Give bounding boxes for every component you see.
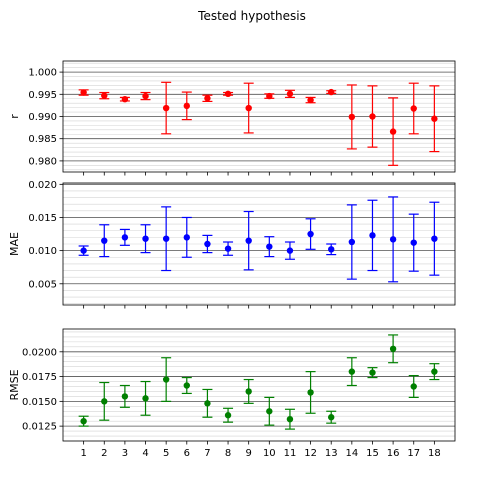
- marker: [184, 103, 190, 109]
- marker: [349, 239, 355, 245]
- marker: [390, 346, 396, 352]
- x-tick-label: 8: [225, 448, 231, 459]
- marker: [369, 232, 375, 238]
- marker: [266, 408, 272, 414]
- marker: [163, 235, 169, 241]
- marker: [101, 92, 107, 98]
- x-tick-label: 16: [387, 448, 400, 459]
- marker: [204, 241, 210, 247]
- y-tick-label: 0.0200: [22, 347, 57, 358]
- marker: [307, 389, 313, 395]
- marker: [328, 89, 334, 95]
- marker: [142, 395, 148, 401]
- marker: [390, 236, 396, 242]
- marker: [122, 96, 128, 102]
- y-tick-label: 0.015: [28, 213, 57, 224]
- marker: [349, 114, 355, 120]
- y-tick-label: 0.995: [28, 90, 57, 101]
- y-tick-label: 0.0175: [22, 372, 57, 383]
- marker: [349, 368, 355, 374]
- marker: [307, 97, 313, 103]
- marker: [142, 93, 148, 99]
- x-tick-label: 2: [101, 448, 107, 459]
- figure-title: Tested hypothesis: [197, 9, 306, 23]
- x-tick-label: 3: [122, 448, 128, 459]
- marker: [245, 105, 251, 111]
- marker: [431, 235, 437, 241]
- marker: [369, 369, 375, 375]
- y-tick-label: 0.990: [28, 112, 57, 123]
- marker: [431, 368, 437, 374]
- marker: [142, 235, 148, 241]
- x-tick-label: 1: [80, 448, 86, 459]
- y-tick-label: 0.005: [28, 279, 57, 290]
- marker: [328, 414, 334, 420]
- marker: [266, 243, 272, 249]
- marker: [328, 246, 334, 252]
- marker: [184, 234, 190, 240]
- marker: [80, 418, 86, 424]
- y-axis-label: r: [8, 114, 21, 119]
- marker: [204, 95, 210, 101]
- marker: [411, 239, 417, 245]
- marker: [411, 383, 417, 389]
- x-tick-label: 10: [263, 448, 276, 459]
- y-tick-label: 1.000: [28, 68, 57, 79]
- marker: [80, 89, 86, 95]
- x-tick-label: 6: [184, 448, 190, 459]
- marker: [287, 416, 293, 422]
- marker: [390, 128, 396, 134]
- marker: [163, 105, 169, 111]
- y-axis-label: RMSE: [8, 369, 21, 400]
- x-tick-label: 15: [366, 448, 379, 459]
- y-tick-label: 0.020: [28, 180, 57, 191]
- x-tick-label: 17: [407, 448, 420, 459]
- marker: [225, 412, 231, 418]
- marker: [122, 393, 128, 399]
- y-tick-label: 0.980: [28, 156, 57, 167]
- marker: [225, 91, 231, 97]
- marker: [431, 116, 437, 122]
- x-tick-label: 12: [304, 448, 317, 459]
- x-tick-label: 4: [142, 448, 148, 459]
- marker: [101, 237, 107, 243]
- y-tick-label: 0.985: [28, 134, 57, 145]
- marker: [245, 388, 251, 394]
- x-tick-label: 18: [428, 448, 441, 459]
- x-tick-label: 7: [204, 448, 210, 459]
- y-axis-label: MAE: [8, 232, 21, 256]
- marker: [266, 93, 272, 99]
- x-tick-label: 13: [325, 448, 338, 459]
- y-tick-label: 0.0125: [22, 422, 57, 433]
- marker: [245, 237, 251, 243]
- marker: [184, 382, 190, 388]
- x-tick-label: 9: [245, 448, 251, 459]
- marker: [411, 105, 417, 111]
- marker: [287, 247, 293, 253]
- marker: [101, 398, 107, 404]
- marker: [80, 247, 86, 253]
- marker: [369, 113, 375, 119]
- x-tick-label: 11: [284, 448, 297, 459]
- y-tick-label: 0.0150: [22, 397, 57, 408]
- marker: [204, 400, 210, 406]
- marker: [225, 245, 231, 251]
- x-tick-label: 5: [163, 448, 169, 459]
- x-tick-label: 14: [345, 448, 358, 459]
- marker: [122, 234, 128, 240]
- marker: [287, 91, 293, 97]
- marker: [163, 376, 169, 382]
- y-tick-label: 0.010: [28, 246, 57, 257]
- marker: [307, 231, 313, 237]
